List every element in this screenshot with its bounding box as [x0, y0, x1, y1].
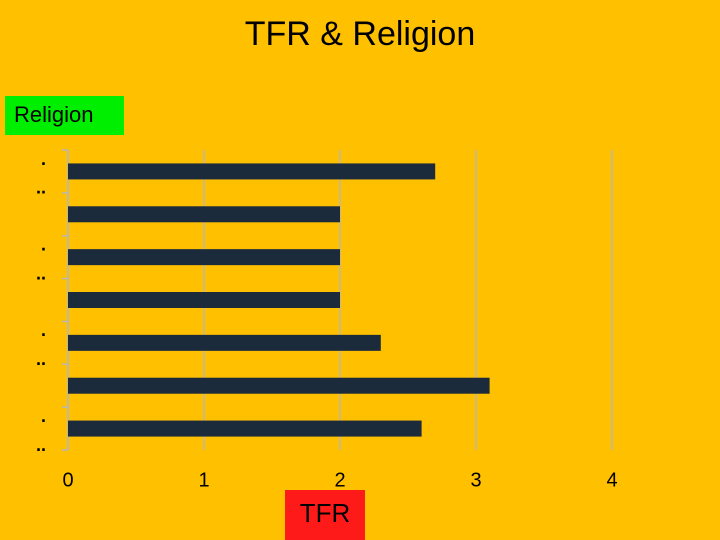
y-annotation: . [41, 149, 46, 169]
y-annotation: . [41, 234, 46, 254]
y-annotation: . [41, 320, 46, 340]
x-tick-label: 4 [606, 469, 617, 491]
chart-title: TFR & Religion [245, 15, 476, 53]
bar [68, 334, 381, 351]
x-tick-label: 1 [198, 469, 209, 491]
y-annotation: .. [36, 263, 46, 283]
x-tick-label: 2 [334, 469, 345, 491]
y-label-box [5, 96, 124, 135]
x-tick-label: 0 [62, 469, 73, 491]
bar [68, 292, 340, 308]
x-axis-label: TFR [300, 498, 351, 528]
y-annotation: .. [36, 178, 46, 198]
y-annotation: .. [36, 435, 46, 455]
y-axis-label: Religion [14, 102, 94, 127]
bar [68, 420, 422, 437]
y-annotation: . [41, 406, 46, 426]
x-tick-label: 3 [470, 469, 481, 491]
y-annotation: .. [36, 349, 46, 369]
bar [68, 249, 340, 266]
bar [68, 163, 436, 180]
bar [68, 377, 490, 394]
x-label-box [285, 490, 365, 540]
bar [68, 206, 340, 223]
